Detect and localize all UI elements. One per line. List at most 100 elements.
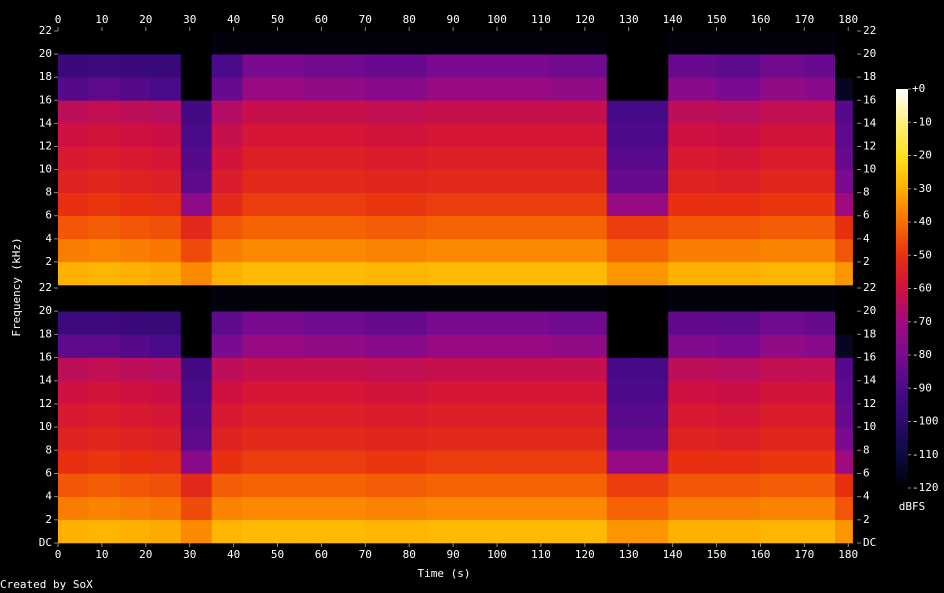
y-tick-label: 20 bbox=[39, 47, 52, 60]
spectrogram-cell bbox=[760, 334, 805, 358]
spectrogram-cell bbox=[58, 123, 90, 147]
spectrogram-cell bbox=[58, 100, 90, 124]
spectrogram-cell bbox=[716, 450, 761, 474]
spectrogram-cell bbox=[150, 288, 182, 312]
spectrogram-cell bbox=[549, 357, 608, 382]
spectrogram-cell bbox=[88, 380, 120, 405]
spectrogram-cell bbox=[211, 473, 243, 497]
spectrogram-cell bbox=[242, 100, 305, 124]
spectrogram-cell bbox=[150, 357, 182, 382]
spectrogram-cell bbox=[426, 450, 489, 474]
spectrogram-cell bbox=[242, 261, 305, 286]
x-tick-label: 50 bbox=[271, 13, 284, 26]
spectrogram-cell bbox=[365, 261, 428, 286]
spectrogram-cell bbox=[88, 31, 120, 55]
y-tick-label: 22 bbox=[863, 24, 876, 37]
spectrogram-cell bbox=[549, 496, 608, 521]
spectrogram-cell bbox=[637, 334, 669, 358]
spectrogram-cell bbox=[303, 192, 366, 217]
colorbar-tick-label: -60 bbox=[912, 282, 932, 295]
spectrogram-cell bbox=[488, 77, 550, 101]
spectrogram-cell bbox=[668, 450, 717, 474]
spectrogram-cell bbox=[150, 450, 182, 474]
spectrogram-cell bbox=[488, 288, 550, 312]
spectrogram-cell bbox=[365, 288, 428, 312]
spectrogram-cell bbox=[119, 334, 151, 358]
colorbar-tick-label: -100 bbox=[912, 415, 939, 428]
spectrogram-cell bbox=[637, 473, 669, 497]
spectrogram-cell bbox=[716, 238, 761, 263]
spectrogram-cell bbox=[150, 334, 182, 358]
spectrogram-cell bbox=[365, 334, 428, 358]
spectrogram-cell bbox=[804, 311, 836, 335]
spectrogram-cell bbox=[637, 450, 669, 474]
spectrogram-cell bbox=[488, 473, 550, 497]
spectrogram-cell bbox=[760, 54, 805, 78]
spectrogram-cell bbox=[835, 261, 853, 286]
spectrogram-cell bbox=[119, 261, 151, 286]
spectrogram-cell bbox=[58, 357, 90, 382]
spectrogram-cell bbox=[760, 261, 805, 286]
spectrogram-cell bbox=[180, 31, 212, 55]
spectrogram-cell bbox=[488, 100, 550, 124]
spectrogram-cell bbox=[58, 403, 90, 428]
y-tick-label: DC bbox=[863, 536, 876, 549]
spectrogram-cell bbox=[303, 403, 366, 428]
colorbar-tick-label: -30 bbox=[912, 182, 932, 195]
spectrogram-cell bbox=[211, 403, 243, 428]
x-tick-label: 120 bbox=[575, 13, 595, 26]
spectrogram-cell bbox=[716, 380, 761, 405]
x-tick-label: 160 bbox=[750, 13, 770, 26]
spectrogram-cell bbox=[119, 146, 151, 170]
y-tick-label: 6 bbox=[45, 466, 52, 479]
spectrogram-cell bbox=[804, 450, 836, 474]
spectrogram-cell bbox=[549, 403, 608, 428]
spectrogram-cell bbox=[150, 54, 182, 78]
spectrogram-cell bbox=[549, 123, 608, 147]
spectrogram-cell bbox=[180, 238, 212, 263]
x-tick-label: 180 bbox=[838, 13, 858, 26]
spectrogram-cell bbox=[303, 146, 366, 170]
spectrogram-cell bbox=[119, 311, 151, 335]
spectrogram-cell bbox=[365, 519, 428, 544]
spectrogram-cell bbox=[549, 427, 608, 451]
spectrogram-cell bbox=[150, 31, 182, 55]
spectrogram-cell bbox=[760, 100, 805, 124]
spectrogram-cell bbox=[211, 77, 243, 101]
spectrogram-cell bbox=[668, 311, 717, 335]
spectrogram-cell bbox=[835, 519, 853, 544]
spectrogram-cell bbox=[668, 261, 717, 286]
spectrogram-cell bbox=[549, 380, 608, 405]
spectrogram-cell bbox=[365, 31, 428, 55]
spectrogram-cell bbox=[303, 261, 366, 286]
spectrogram-cell bbox=[211, 450, 243, 474]
spectrogram-cell bbox=[211, 519, 243, 544]
spectrogram-cell bbox=[58, 473, 90, 497]
spectrogram-cell bbox=[88, 100, 120, 124]
y-tick-label: 2 bbox=[45, 513, 52, 526]
spectrogram-cell bbox=[150, 215, 182, 240]
spectrogram-cell bbox=[180, 146, 212, 170]
spectrogram-cell bbox=[365, 403, 428, 428]
spectrogram-cell bbox=[58, 427, 90, 451]
spectrogram-cell bbox=[760, 169, 805, 193]
spectrogram-cell bbox=[637, 123, 669, 147]
spectrogram-cell bbox=[716, 215, 761, 240]
spectrogram-cell bbox=[835, 169, 853, 193]
spectrogram-cell bbox=[180, 288, 212, 312]
spectrogram-cell bbox=[716, 31, 761, 55]
spectrogram-cell bbox=[242, 77, 305, 101]
spectrogram-cell bbox=[180, 496, 212, 521]
spectrogram-cell bbox=[549, 450, 608, 474]
spectrogram-cell bbox=[549, 192, 608, 217]
spectrogram-cell bbox=[606, 450, 638, 474]
spectrogram-cell bbox=[549, 169, 608, 193]
spectrogram-cell bbox=[58, 261, 90, 286]
colorbar-tick-label: -80 bbox=[912, 348, 932, 361]
spectrogram-cell bbox=[606, 311, 638, 335]
spectrogram-cell bbox=[426, 261, 489, 286]
y-tick-label: 6 bbox=[863, 466, 870, 479]
spectrogram-cell bbox=[835, 380, 853, 405]
spectrogram-cell bbox=[119, 380, 151, 405]
y-tick-label: 4 bbox=[863, 232, 870, 245]
